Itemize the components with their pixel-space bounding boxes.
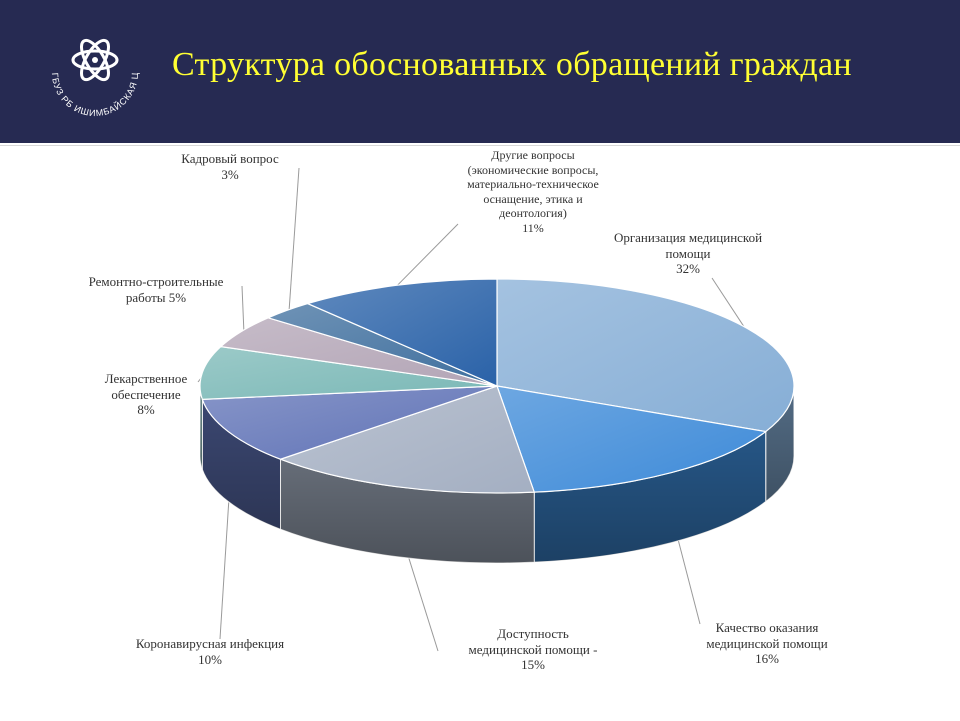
pie-side-shade-4 xyxy=(200,386,203,470)
pie-side-shade-2 xyxy=(280,459,535,563)
chart-area: Организация медицинской помощи 32% Качес… xyxy=(0,145,960,721)
label-organization: Организация медицинской помощи 32% xyxy=(613,230,763,276)
leader-line-5 xyxy=(241,285,245,332)
pie-slice-shine-1 xyxy=(497,386,766,493)
pie-slice-shine-3 xyxy=(202,386,498,460)
header-bar: ГБУЗ РБ ИШИМБАЙСКАЯ ЦРБ Структура обосно… xyxy=(0,0,960,143)
pie-slice-shine-6 xyxy=(268,303,497,386)
pie-slice-shine-7 xyxy=(307,279,497,386)
pie-slice-shine-4 xyxy=(200,346,497,400)
leader-line-0 xyxy=(711,277,746,329)
pie-slice-shine-5 xyxy=(220,317,497,386)
pie-slice-shine-2 xyxy=(280,386,535,493)
pie-side-shade-1 xyxy=(534,431,766,563)
pie-side-shade-0 xyxy=(765,386,794,502)
pie-slice-shine-0 xyxy=(497,279,794,432)
leader-line-7 xyxy=(397,223,459,286)
pie-tops xyxy=(199,278,795,494)
label-staffing: Кадровый вопрос 3% xyxy=(181,151,279,182)
label-other: Другие вопросы (экономические вопросы, м… xyxy=(467,148,599,235)
organization-logo: ГБУЗ РБ ИШИМБАЙСКАЯ ЦРБ xyxy=(30,18,139,118)
page-title: Структура обоснованных обращений граждан xyxy=(172,46,852,83)
label-access: Доступность медицинской помощи - 15% xyxy=(468,626,598,672)
label-covid: Коронавирусная инфекция 10% xyxy=(135,636,285,667)
label-repair: Ремонтно-строительные работы 5% xyxy=(88,274,224,305)
pie-side-shade-3 xyxy=(202,399,281,530)
leader-line-6 xyxy=(288,167,300,311)
pie-chart xyxy=(197,167,795,652)
pie-sides xyxy=(199,385,795,564)
label-medicines: Лекарственное обеспечение 8% xyxy=(104,371,188,417)
label-quality: Качество оказания медицинской помощи 16% xyxy=(706,620,828,666)
